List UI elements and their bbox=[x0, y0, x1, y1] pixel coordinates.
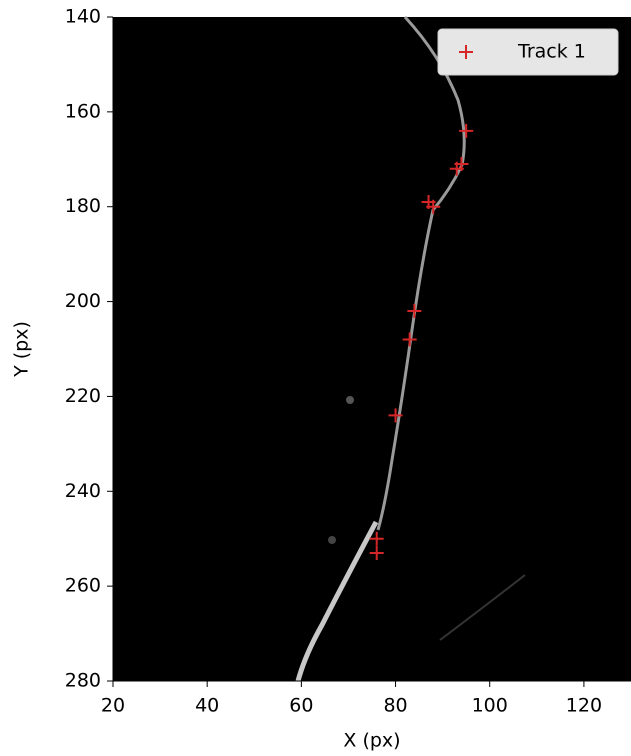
x-tick-label: 120 bbox=[566, 695, 602, 717]
legend-label: Track 1 bbox=[517, 41, 586, 63]
y-tick-label: 240 bbox=[65, 480, 101, 502]
y-tick-label: 160 bbox=[65, 100, 101, 122]
chart: X (px) Y (px) Track 1 20 40 60 80 100 120 140 1… bbox=[0, 0, 631, 756]
image-background bbox=[113, 17, 631, 681]
y-tick-label: 220 bbox=[65, 385, 101, 407]
x-tick-label: 60 bbox=[289, 695, 313, 717]
y-tick-label: 280 bbox=[65, 670, 101, 692]
x-tick-label: 100 bbox=[472, 695, 508, 717]
x-tick-label: 40 bbox=[195, 695, 219, 717]
y-axis-label: Y (px) bbox=[11, 321, 33, 378]
y-tick-label: 200 bbox=[65, 290, 101, 312]
x-tick-label: 20 bbox=[101, 695, 125, 717]
x-axis-label: X (px) bbox=[343, 730, 400, 752]
y-tick-label: 180 bbox=[65, 195, 101, 217]
y-tick-label: 260 bbox=[65, 575, 101, 597]
y-tick-label: 140 bbox=[65, 6, 101, 28]
legend: Track 1 bbox=[438, 29, 618, 75]
x-tick-label: 80 bbox=[383, 695, 407, 717]
